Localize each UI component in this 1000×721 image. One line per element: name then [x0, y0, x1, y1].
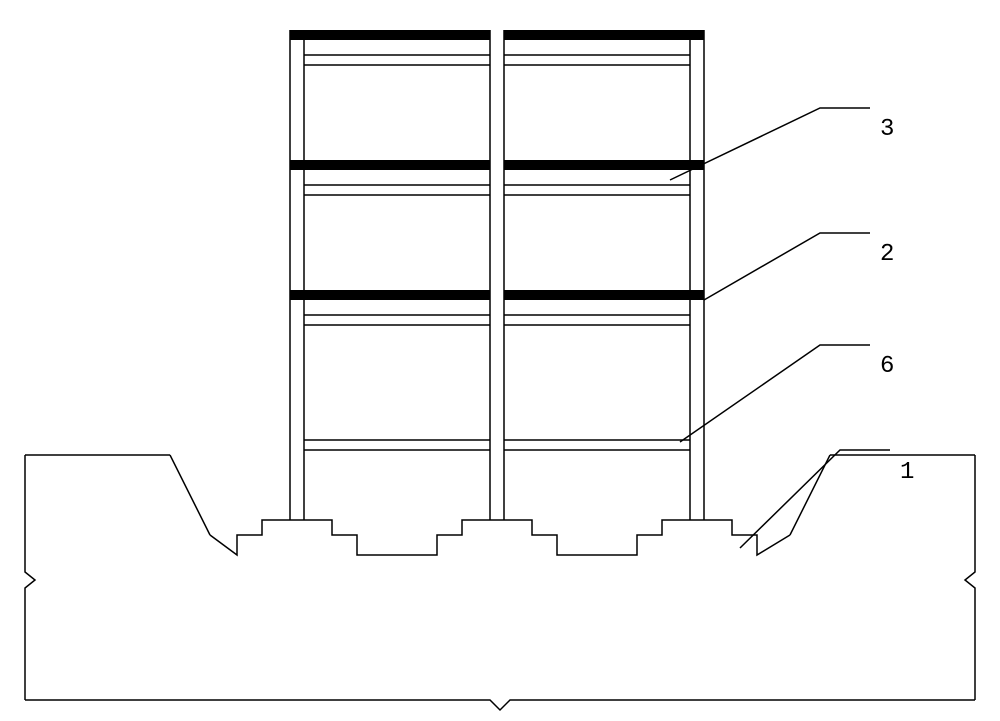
thick-bar-1-0	[290, 160, 490, 170]
ground-bottom-edge	[25, 700, 975, 710]
thick-bar-2-1	[504, 290, 704, 300]
ground-left-edge	[25, 455, 35, 700]
leader-2	[704, 233, 870, 300]
label-6: 6	[880, 353, 894, 380]
leader-1	[740, 450, 890, 548]
pit-slope-left	[170, 455, 210, 535]
label-2: 2	[880, 241, 894, 268]
pit-slope-right	[790, 455, 830, 535]
leader-6	[680, 345, 870, 442]
label-3: 3	[880, 116, 894, 143]
thick-bar-0-0	[290, 30, 490, 40]
label-1: 1	[900, 459, 914, 486]
thick-bar-0-1	[504, 30, 704, 40]
ground-right-edge	[965, 455, 975, 700]
thick-bar-1-1	[504, 160, 704, 170]
footings-outline	[210, 520, 790, 555]
diagram-canvas: 3 2 6 1	[0, 0, 1000, 721]
thick-bar-2-0	[290, 290, 490, 300]
